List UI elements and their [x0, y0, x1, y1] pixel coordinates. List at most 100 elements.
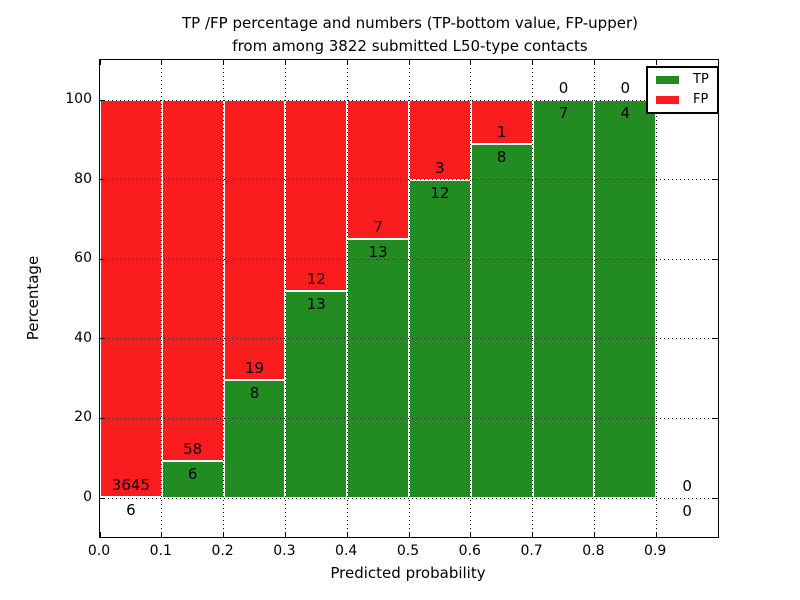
fp-count-label: 3 — [435, 158, 445, 177]
y-tick — [100, 99, 105, 101]
tp-count-label: 4 — [620, 104, 631, 122]
y-gridline — [100, 179, 718, 181]
fp-count-label: 0 — [682, 477, 692, 495]
fp-count-label: 1 — [496, 123, 507, 142]
tp-count-label: 13 — [368, 243, 388, 262]
x-tick — [408, 532, 410, 537]
plot-area: 3645 6 58 6 19 8 12 13 7 13 3 12 1 8 0 7 0 4 0 0 — [99, 59, 719, 538]
x-tick — [161, 532, 163, 537]
x-gridline — [593, 60, 595, 537]
x-tick — [532, 532, 534, 537]
chart-title-line1: TP /FP percentage and numbers (TP-bottom… — [182, 14, 638, 32]
y-tick-label: 80 — [74, 170, 92, 187]
x-tick — [655, 60, 657, 65]
x-tick — [470, 60, 472, 65]
y-tick — [713, 338, 718, 340]
x-tick — [99, 60, 101, 65]
y-tick-label: 40 — [74, 329, 92, 346]
y-tick — [713, 258, 718, 260]
bar-segment-tp — [470, 144, 533, 498]
y-tick-label: 0 — [83, 489, 92, 505]
x-tick-label: 0.5 — [396, 543, 420, 559]
y-tick — [713, 179, 718, 181]
tp-count-label: 7 — [558, 104, 569, 122]
x-gridline — [346, 60, 348, 537]
y-tick — [100, 258, 105, 260]
bar-segment-tp — [285, 291, 348, 498]
x-tick — [99, 532, 101, 537]
x-tick — [346, 532, 348, 537]
x-tick — [593, 60, 595, 65]
x-axis-label: Predicted probability — [330, 564, 486, 582]
x-tick — [284, 532, 286, 537]
x-gridline — [470, 60, 472, 537]
legend-label-tp: TP — [693, 72, 709, 87]
fp-count-label: 3645 — [111, 476, 150, 495]
legend-swatch-fp-icon — [656, 96, 679, 104]
y-tick — [100, 179, 105, 181]
x-tick-label: 0.7 — [520, 543, 543, 559]
bar-segment-tp — [347, 239, 409, 498]
y-axis-label: Percentage — [24, 255, 42, 341]
tp-count-label: 0 — [682, 502, 692, 520]
y-tick — [713, 497, 718, 499]
y-tick-label: 60 — [74, 250, 92, 267]
legend-swatch-tp-icon — [656, 76, 679, 84]
tp-count-label: 8 — [249, 384, 260, 403]
x-tick — [161, 60, 163, 65]
y-tick — [100, 417, 105, 419]
y-gridline — [100, 258, 718, 260]
tp-count-label: 8 — [496, 148, 507, 167]
fp-count-label: 7 — [373, 218, 383, 237]
tp-count-label: 13 — [306, 295, 326, 314]
x-gridline — [223, 60, 225, 537]
fp-count-label: 0 — [558, 79, 569, 97]
tp-count-label: 6 — [187, 464, 198, 483]
bar-segment-fp — [161, 100, 224, 461]
x-gridline — [161, 60, 163, 537]
x-tick — [593, 532, 595, 537]
fp-count-label: 0 — [620, 79, 631, 97]
bar-segment-fp — [409, 100, 471, 180]
y-tick — [100, 497, 105, 499]
x-tick — [346, 60, 348, 65]
y-gridline — [100, 417, 718, 419]
x-gridline — [655, 60, 657, 537]
y-gridline — [100, 338, 718, 340]
chart-title: TP /FP percentage and numbers (TP-bottom… — [60, 12, 760, 58]
x-tick-label: 0.9 — [644, 543, 667, 559]
x-tick-label: 0.6 — [458, 543, 481, 559]
x-tick — [655, 532, 657, 537]
x-tick — [223, 532, 225, 537]
x-tick-label: 0.1 — [149, 543, 172, 559]
y-gridline — [100, 99, 718, 101]
y-tick-label: 20 — [74, 409, 92, 426]
legend: TP FP — [646, 66, 719, 114]
x-tick — [284, 60, 286, 65]
y-tick-label: 100 — [65, 91, 92, 107]
x-gridline — [284, 60, 286, 537]
fp-count-label: 19 — [244, 359, 265, 378]
bar-segment-fp — [285, 100, 348, 292]
x-tick — [223, 60, 225, 65]
x-tick-label: 0.4 — [335, 543, 358, 559]
bar-segment-tp — [594, 100, 657, 498]
fp-count-label: 12 — [306, 270, 326, 289]
tp-count-label: 6 — [126, 501, 136, 520]
chart-title-line2: from among 3822 submitted L50-type conta… — [232, 37, 588, 55]
x-gridline — [408, 60, 410, 537]
x-tick — [532, 60, 534, 65]
x-tick — [408, 60, 410, 65]
x-tick-label: 0.8 — [582, 543, 605, 559]
y-gridline — [100, 497, 718, 499]
x-tick-label: 0.0 — [87, 543, 111, 559]
y-tick — [100, 338, 105, 340]
legend-item-tp: TP — [656, 73, 709, 87]
bar-segment-tp — [532, 100, 595, 498]
x-tick — [470, 532, 472, 537]
tp-count-label: 12 — [430, 183, 450, 202]
legend-label-fp: FP — [693, 92, 709, 107]
legend-item-fp: FP — [656, 93, 709, 107]
y-tick — [713, 417, 718, 419]
